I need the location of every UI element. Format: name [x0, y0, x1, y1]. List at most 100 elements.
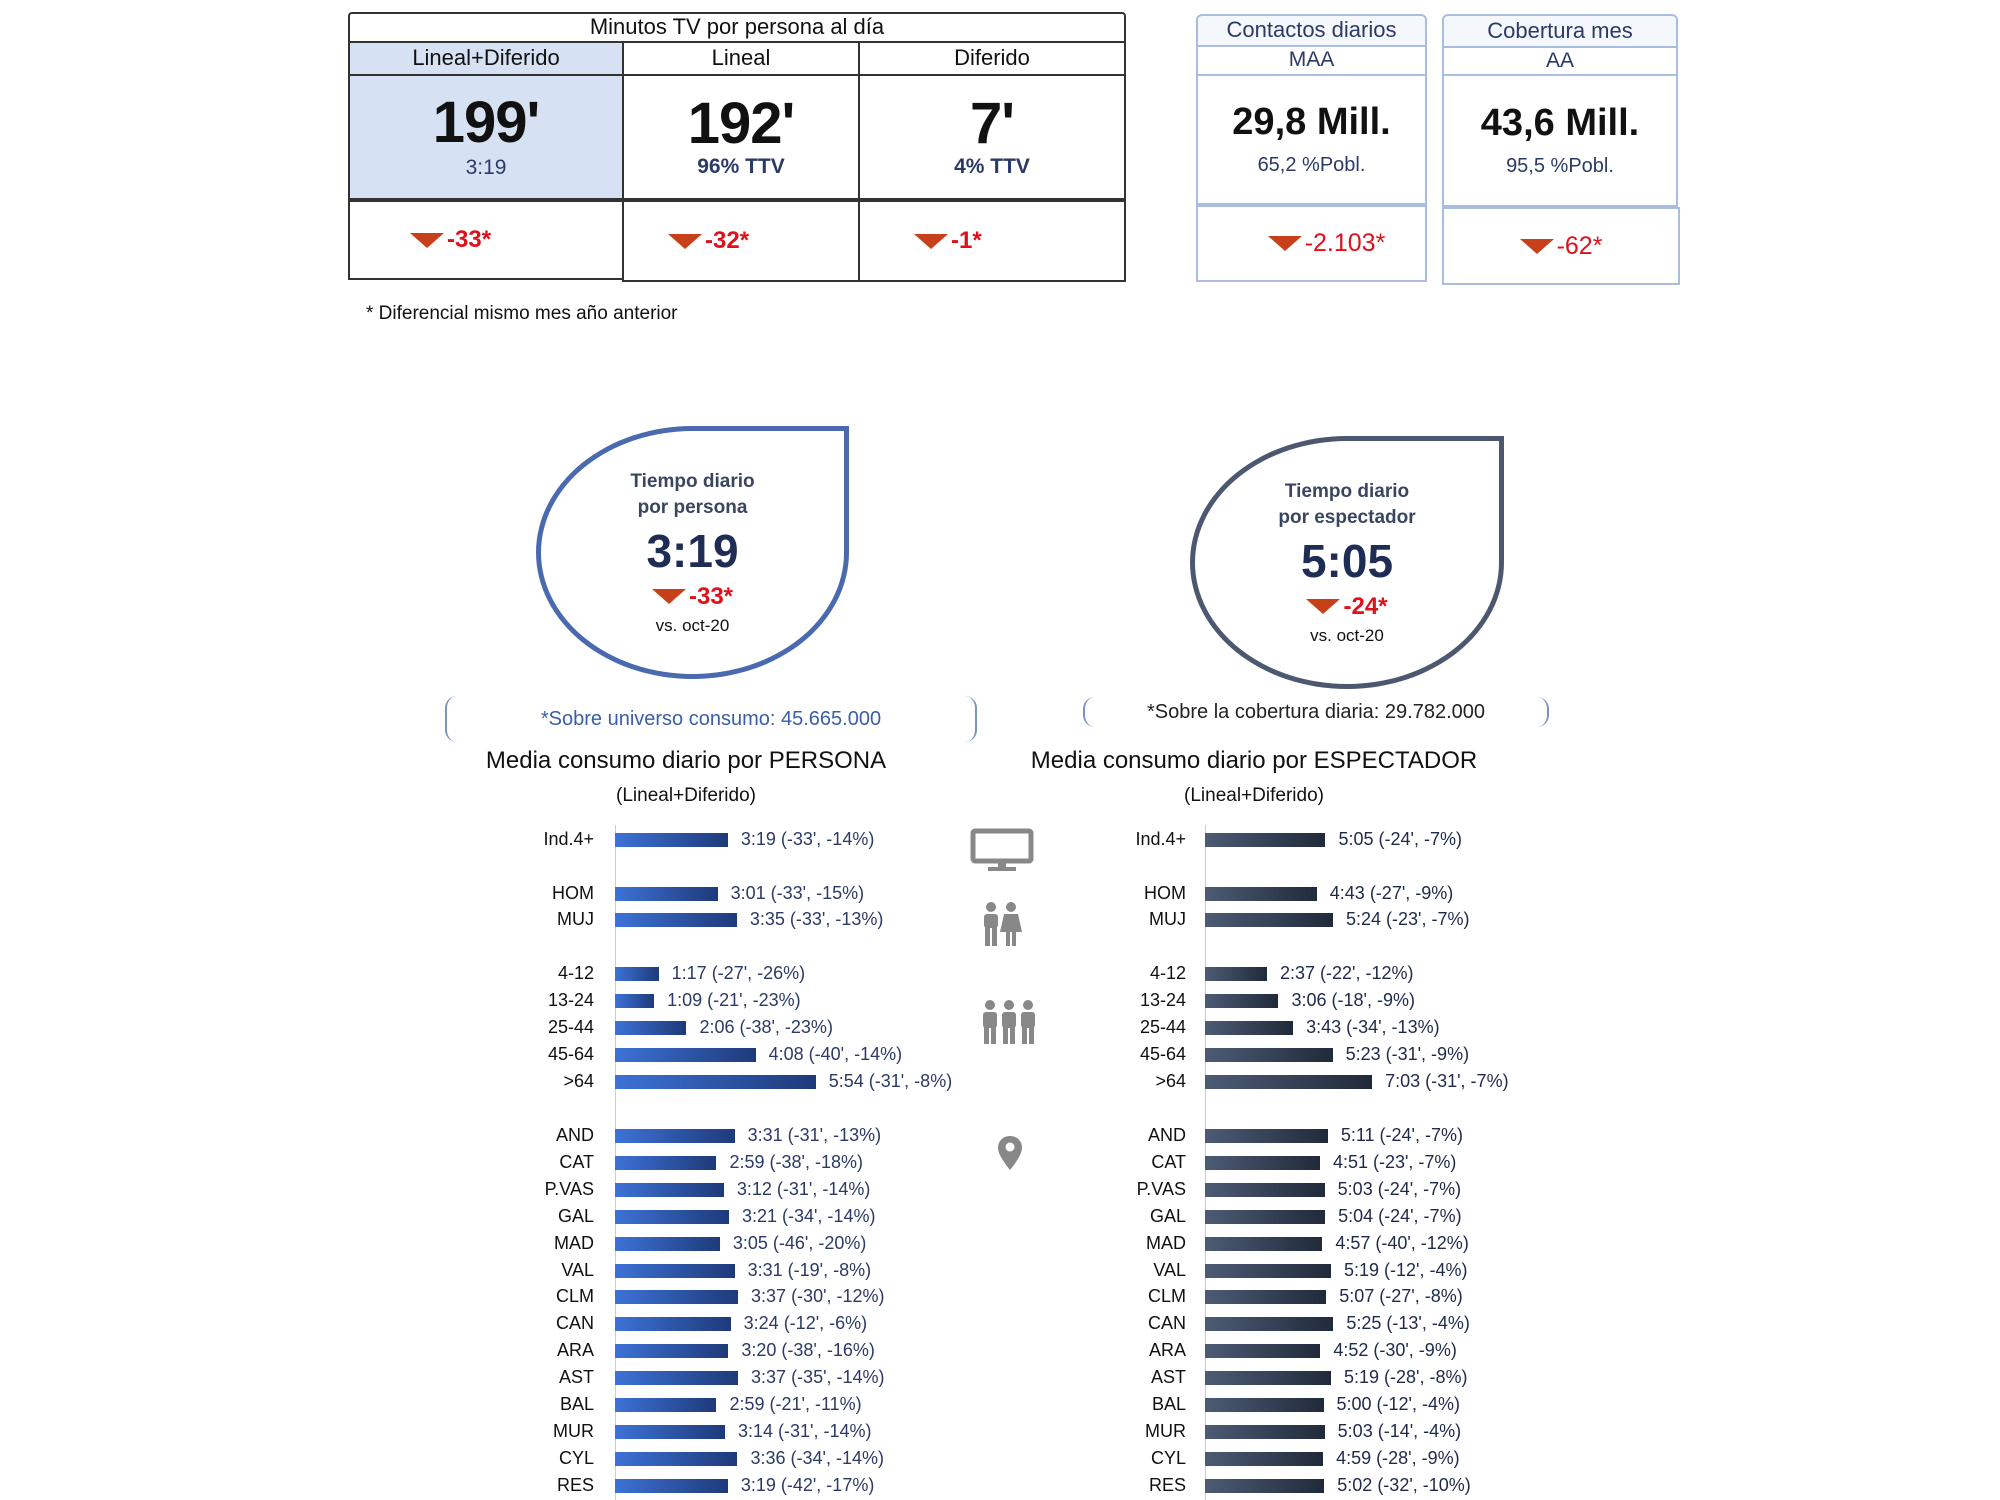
data-label: 3:06 (-18', -9%)	[1291, 990, 1415, 1011]
drop-tiempo-espectador: Tiempo diario por espectador 5:05 -24* v…	[1190, 436, 1504, 689]
down-arrow-icon	[1267, 236, 1302, 251]
category-label: MUR	[1145, 1420, 1186, 1441]
category-label: >64	[563, 1071, 594, 1092]
data-label: 4:43 (-27', -9%)	[1329, 883, 1454, 904]
delta-lineal-diferido: -33*	[348, 200, 624, 280]
delta-lineal: -32*	[622, 200, 860, 282]
category-label: AND	[1147, 1125, 1186, 1146]
category-label: CYL	[1150, 1447, 1186, 1468]
category-label: MUJ	[557, 909, 594, 930]
data-label: 5:00 (-12', -4%)	[1336, 1394, 1461, 1415]
delta-diferido: -1*	[858, 200, 1126, 282]
category-label: RES	[556, 1474, 594, 1495]
data-label: 3:37 (-35', -14%)	[751, 1367, 885, 1388]
bar	[615, 887, 718, 901]
data-label: 5:11 (-24', -7%)	[1340, 1125, 1463, 1146]
category-label: ARA	[556, 1340, 594, 1361]
bar	[1205, 1209, 1326, 1224]
bar	[1205, 1021, 1294, 1035]
bar	[615, 1344, 729, 1359]
category-label: CAN	[555, 1313, 594, 1334]
category-label: AST	[558, 1367, 594, 1388]
panel-subtitle-persona: (Lineal+Diferido)	[616, 785, 756, 806]
category-label: AST	[1150, 1367, 1186, 1388]
category-label: 25-44	[1139, 1017, 1186, 1038]
data-label: 5:19 (-28', -8%)	[1344, 1367, 1468, 1388]
data-label: 3:31 (-31', -13%)	[747, 1125, 882, 1146]
category-label: 13-24	[547, 990, 594, 1011]
col-header-diferido: Diferido	[858, 41, 1126, 76]
data-label: 3:35 (-33', -13%)	[749, 909, 884, 930]
category-label: AND	[555, 1125, 594, 1146]
category-label: Ind.4+	[1135, 829, 1186, 850]
bar	[615, 1371, 739, 1386]
category-label: CYL	[558, 1447, 594, 1468]
panel-subtitle-espectador: (Lineal+Diferido)	[1184, 785, 1324, 806]
category-label: VAL	[1153, 1259, 1186, 1280]
bar	[615, 1478, 728, 1493]
data-label: 2:06 (-38', -23%)	[699, 1017, 833, 1038]
bar	[1205, 1182, 1325, 1197]
down-arrow-icon	[651, 589, 686, 605]
box-cobertura-title: Cobertura mes	[1442, 14, 1678, 48]
bar	[1205, 1371, 1331, 1386]
data-label: 3:31 (-19', -8%)	[747, 1259, 872, 1280]
bar	[1205, 1155, 1320, 1170]
data-label: 3:37 (-30', -12%)	[751, 1286, 885, 1307]
bar	[615, 967, 659, 981]
bar	[615, 1263, 735, 1278]
bar	[615, 1155, 717, 1170]
category-label: RES	[1148, 1474, 1186, 1495]
bar	[1205, 1344, 1321, 1359]
data-label: 3:20 (-38', -16%)	[741, 1340, 875, 1361]
category-label: P.VAS	[544, 1178, 594, 1199]
bar	[1205, 1048, 1333, 1062]
bar	[615, 1021, 687, 1035]
data-label: 5:02 (-32', -10%)	[1337, 1474, 1471, 1495]
data-label: 3:12 (-31', -14%)	[736, 1178, 871, 1199]
category-label: CAT	[1151, 1151, 1186, 1172]
bar	[615, 994, 655, 1008]
data-label: 5:25 (-13', -4%)	[1346, 1313, 1470, 1334]
table-title: Minutos TV por persona al día	[348, 12, 1126, 43]
bar	[615, 1398, 717, 1412]
bar	[1205, 994, 1279, 1008]
bar	[1205, 1075, 1373, 1089]
down-arrow-icon	[1306, 599, 1341, 615]
bar	[1205, 1317, 1334, 1332]
panel-title-espectador: Media consumo diario por ESPECTADOR	[1030, 747, 1478, 774]
category-label: 45-64	[1139, 1044, 1186, 1065]
box-cobertura-sub: AA	[1442, 46, 1678, 76]
bar	[615, 1424, 725, 1439]
col-header-lineal: Lineal	[622, 41, 860, 76]
value-diferido: 7' 4% TTV	[858, 74, 1126, 202]
bar	[1205, 1398, 1324, 1412]
category-label: MUR	[553, 1420, 594, 1441]
category-label: MAD	[554, 1232, 594, 1253]
note-cobertura: *Sobre la cobertura diaria: 29.782.000	[1083, 697, 1549, 727]
bar	[615, 1290, 739, 1305]
data-label: 3:05 (-46', -20%)	[732, 1232, 867, 1253]
bar	[615, 1209, 729, 1224]
data-label: 5:54 (-31', -8%)	[828, 1071, 953, 1092]
data-label: 3:43 (-34', -13%)	[1306, 1017, 1440, 1038]
bar	[1205, 833, 1326, 847]
bar	[615, 1182, 724, 1197]
category-label: 4-12	[557, 963, 594, 984]
category-label: CAN	[1147, 1313, 1186, 1334]
bar	[1205, 1129, 1328, 1143]
bar	[615, 1048, 756, 1062]
category-label: 25-44	[547, 1017, 594, 1038]
data-label: 5:23 (-31', -9%)	[1345, 1044, 1470, 1065]
data-label: 4:08 (-40', -14%)	[768, 1044, 903, 1065]
bar	[615, 1451, 738, 1466]
data-label: 4:59 (-28', -9%)	[1336, 1447, 1460, 1468]
tv-icon	[970, 828, 1034, 871]
data-label: 3:01 (-33', -15%)	[730, 883, 865, 904]
data-label: 5:07 (-27', -8%)	[1339, 1286, 1463, 1307]
category-label: GAL	[1149, 1205, 1186, 1226]
category-label: CLM	[555, 1286, 594, 1307]
category-label: Ind.4+	[543, 829, 594, 850]
data-label: 5:19 (-12', -4%)	[1344, 1259, 1468, 1280]
data-label: 5:03 (-24', -7%)	[1337, 1178, 1462, 1199]
